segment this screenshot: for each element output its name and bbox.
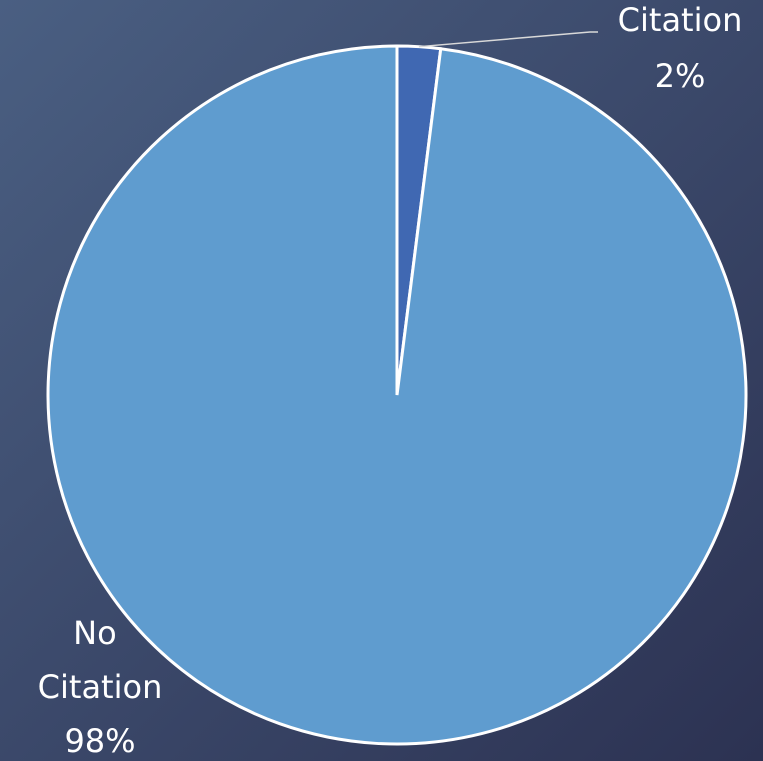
leader-line — [418, 31, 598, 48]
label-word: Citation — [38, 668, 163, 706]
slice-value-label: 98% — [64, 722, 135, 760]
slice-label: Citation — [618, 1, 743, 39]
label-word: No — [73, 614, 127, 652]
slice-label: No Citation — [38, 614, 163, 706]
label-word: Citation — [618, 1, 743, 39]
pie-slice — [46, 44, 748, 746]
slice-value-label: 2% — [655, 57, 706, 95]
